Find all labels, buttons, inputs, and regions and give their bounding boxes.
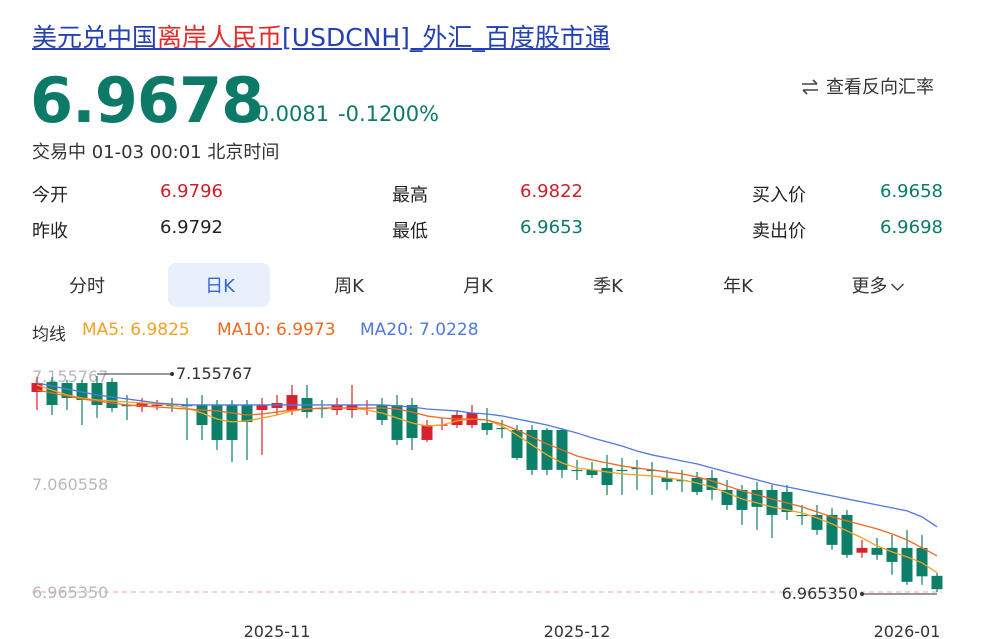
y-tick-label: 7.155767 <box>32 367 108 386</box>
candle-body <box>211 405 223 440</box>
stat-value: 6.9796 <box>160 181 223 202</box>
candle-body <box>661 477 673 482</box>
reverse-rate-toggle[interactable]: 查看反向汇率 <box>800 73 934 99</box>
candle-body <box>406 405 418 439</box>
candle-body <box>721 489 733 505</box>
candle-body <box>496 427 508 430</box>
candle-body <box>91 383 103 406</box>
x-tick-label: 2025-12 <box>544 622 611 639</box>
candle-body <box>871 547 883 555</box>
stat-label: 买入价 <box>752 185 806 206</box>
x-tick-label: 2026-01 <box>874 622 941 639</box>
min-annotation-label: 6.965350 <box>782 584 858 603</box>
max-annotation-dot <box>170 372 174 377</box>
stat-label: 卖出价 <box>752 221 806 242</box>
stat-label: 昨收 <box>32 221 68 242</box>
candle-body <box>256 405 268 411</box>
legend-item: MA10: 6.9973 <box>217 320 336 340</box>
active-tab-bg <box>168 263 270 307</box>
candle-body <box>766 489 778 515</box>
reverse-label[interactable]: 查看反向汇率 <box>826 77 934 98</box>
tab-more[interactable]: 更多 <box>852 272 905 298</box>
swap-icon <box>802 79 818 95</box>
candle-body <box>181 405 193 407</box>
candle-body <box>811 514 823 530</box>
stat-value: 6.9822 <box>520 181 583 202</box>
tab[interactable]: 季K <box>593 276 623 297</box>
y-tick-label: 7.060558 <box>32 475 108 494</box>
candle-body <box>286 395 298 411</box>
max-annotation-label: 7.155767 <box>176 364 252 383</box>
candle-body <box>136 402 148 407</box>
candle-body <box>796 514 808 517</box>
chevron <box>890 283 905 292</box>
title-part[interactable]: 美元兑中国 <box>32 23 158 52</box>
stat-value: 6.9698 <box>880 217 943 238</box>
candle-body <box>121 405 133 407</box>
legend-item: MA5: 6.9825 <box>82 320 190 340</box>
candle-body <box>241 405 253 423</box>
title-part[interactable]: [USDCNH]_外汇_百度股市通 <box>282 23 610 52</box>
price: 6.9678 <box>30 64 264 137</box>
stat-label: 今开 <box>32 185 68 206</box>
candle-body <box>511 429 523 459</box>
title-part[interactable]: 离岸人民币 <box>157 23 283 52</box>
candle-body <box>541 429 553 470</box>
candle-body <box>616 469 628 472</box>
candle-body <box>676 480 688 482</box>
ma-title: 均线 <box>32 325 66 345</box>
ma-line <box>36 389 938 557</box>
stat-value: 6.9792 <box>160 217 223 238</box>
candle-body <box>841 514 853 555</box>
candle-body <box>151 404 163 406</box>
candle-body <box>526 429 538 470</box>
stat-label: 最低 <box>392 221 428 242</box>
candle-body <box>166 405 178 407</box>
candle-body <box>736 489 748 510</box>
candle-body <box>826 514 838 545</box>
candle-body <box>421 424 433 440</box>
tab[interactable]: 年K <box>723 276 753 297</box>
x-tick-label: 2025-11 <box>244 622 311 639</box>
candle-body <box>61 383 73 399</box>
candle-body <box>751 489 763 507</box>
page-title[interactable]: 美元兑中国离岸人民币[USDCNH]_外汇_百度股市通 <box>32 18 610 54</box>
candle-body <box>781 491 793 512</box>
candle-body <box>391 405 403 440</box>
tab[interactable]: 分时 <box>69 276 105 297</box>
candle-body <box>571 469 583 472</box>
candle-body <box>931 575 943 590</box>
candle-body <box>901 547 913 582</box>
candle-body <box>31 383 43 392</box>
min-annotation-dot <box>860 592 864 597</box>
ma-line <box>36 382 938 528</box>
stat-value: 6.9653 <box>520 217 583 238</box>
candle-body <box>196 405 208 425</box>
tab[interactable]: 周K <box>334 276 364 297</box>
candle-body <box>481 422 493 430</box>
tab[interactable]: 日K <box>205 276 235 297</box>
candle-body <box>106 382 118 408</box>
candle-body <box>706 477 718 490</box>
stat-value: 6.9658 <box>880 181 943 202</box>
candle-body <box>691 477 703 492</box>
candle-body <box>601 467 613 485</box>
candle-body <box>886 547 898 562</box>
tab[interactable]: 更多 <box>851 276 888 297</box>
change: -0.0081 <box>248 102 330 126</box>
candle-body <box>451 415 463 425</box>
trade-status: 交易中 01-03 00:01 北京时间 <box>32 142 280 163</box>
candle-body <box>856 547 868 553</box>
tab[interactable]: 月K <box>463 276 493 297</box>
legend-item: MA20: 7.0228 <box>360 320 479 340</box>
stat-label: 最高 <box>392 185 428 206</box>
candle-body <box>586 469 598 476</box>
change-pct: -0.1200% <box>338 102 440 126</box>
